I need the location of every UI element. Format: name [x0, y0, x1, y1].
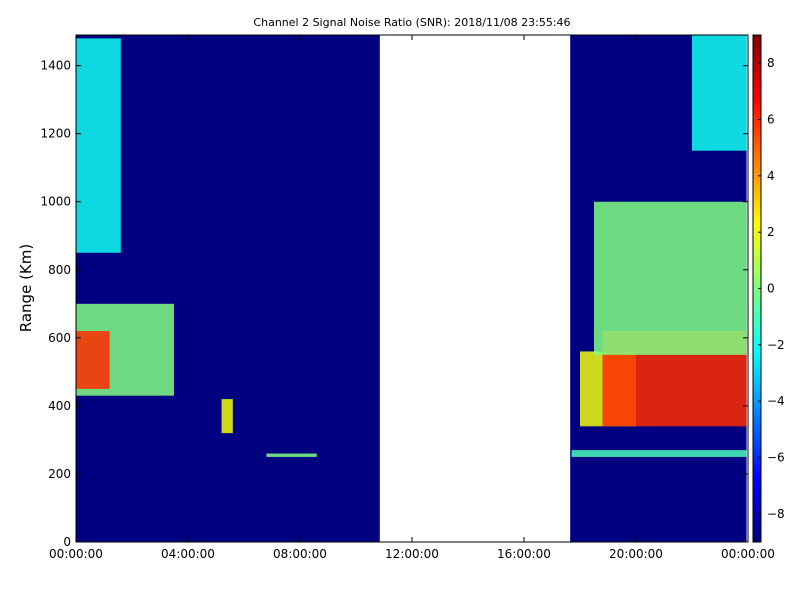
x-tick-label-0: 00:00:00 [49, 547, 103, 561]
colorbar-tick-label-3: −2 [767, 338, 785, 352]
colorbar-tick-label-8: 8 [767, 56, 775, 70]
x-tick-label-5: 20:00:00 [609, 547, 663, 561]
colorbar-tick-label-1: −6 [767, 451, 785, 465]
y-tick-label-7: 1400 [40, 59, 71, 73]
snr-feature-8 [692, 35, 747, 151]
snr-feature-3 [221, 399, 233, 434]
y-tick-label-6: 1200 [40, 127, 71, 141]
y-tick-label-3: 600 [48, 331, 71, 345]
y-tick-label-2: 400 [48, 399, 71, 413]
x-tick-label-3: 12:00:00 [385, 547, 439, 561]
colorbar-tick-label-0: −8 [767, 507, 785, 521]
snr-features [76, 35, 747, 457]
snr-feature-0 [76, 38, 121, 253]
x-tick-label-2: 08:00:00 [273, 547, 327, 561]
snr-feature-2 [76, 331, 110, 389]
y-tick-label-4: 800 [48, 263, 71, 277]
y-tick-label-0: 0 [63, 535, 71, 549]
heatmap-area [76, 35, 747, 542]
chart-title: Channel 2 Signal Noise Ratio (SNR): 2018… [253, 16, 570, 29]
x-tick-label-1: 04:00:00 [161, 547, 215, 561]
x-tick-label-6: 00:00:00 [721, 547, 775, 561]
colorbar-ticks: −8 −6 −4 −2 0 2 4 6 8 [758, 56, 785, 521]
y-axis: 0 200 400 600 800 1000 1200 1400 [40, 59, 748, 549]
snr-feature-4 [266, 453, 317, 457]
colorbar-tick-label-6: 4 [767, 169, 775, 183]
snr-feature-9 [571, 450, 747, 457]
y-tick-label-1: 200 [48, 467, 71, 481]
colorbar: −8 −6 −4 −2 0 2 4 6 8 [752, 34, 785, 543]
x-axis: 00:00:00 04:00:00 08:00:00 12:00:00 16:00:00… [49, 35, 775, 561]
data-segment-0 [76, 35, 380, 542]
x-tick-label-4: 16:00:00 [497, 547, 551, 561]
snr-feature-7 [594, 201, 747, 355]
colorbar-tick-label-2: −4 [767, 394, 785, 408]
colorbar-tick-label-7: 6 [767, 113, 775, 127]
y-axis-label: Range (Km) [17, 244, 35, 332]
colorbar-tick-label-5: 2 [767, 225, 775, 239]
y-tick-label-5: 1000 [40, 195, 71, 209]
colorbar-tick-label-4: 0 [767, 282, 775, 296]
